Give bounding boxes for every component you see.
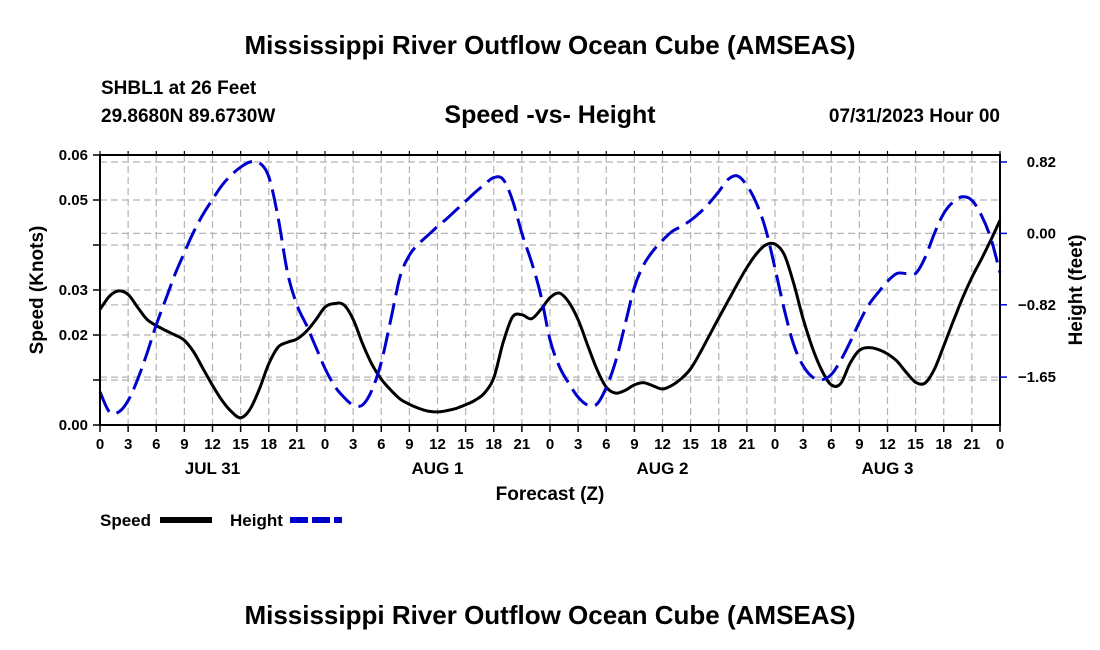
x-tick-label: 9 <box>180 436 188 453</box>
y2-tick-label: 0.00 <box>1027 225 1056 242</box>
x-tick-label: 12 <box>654 436 671 453</box>
coordinates-label: 29.8680N 89.6730W <box>101 106 276 127</box>
x-tick-label: 9 <box>630 436 638 453</box>
y-tick-label: 0.02 <box>59 327 88 344</box>
grid <box>100 154 1000 425</box>
x-tick-label: 21 <box>289 436 306 453</box>
y-tick-label: 0.05 <box>59 192 88 209</box>
y2-tick-label: −0.82 <box>1018 297 1056 314</box>
legend-label-speed: Speed <box>100 511 151 530</box>
y-tick-label: 0.00 <box>59 417 88 434</box>
y-tick-label: 0.03 <box>59 282 88 299</box>
chart-subtitle: Speed -vs- Height <box>444 101 656 129</box>
x-tick-label: 3 <box>799 436 807 453</box>
x-tick-label: 3 <box>349 436 357 453</box>
x-tick-label: 15 <box>682 436 699 453</box>
y-tick-label: 0.06 <box>59 147 88 164</box>
station-label: SHBL1 at 26 Feet <box>101 78 257 99</box>
day-label: AUG 1 <box>412 459 464 478</box>
y2-axis-title: Height (feet) <box>1066 235 1087 346</box>
chart-main-title: Mississippi River Outflow Ocean Cube (AM… <box>244 30 856 60</box>
day-label: AUG 2 <box>637 459 689 478</box>
x-tick-label: 0 <box>321 436 329 453</box>
x-tick-label: 3 <box>124 436 132 453</box>
x-tick-label: 12 <box>204 436 221 453</box>
x-tick-label: 12 <box>429 436 446 453</box>
x-tick-label: 15 <box>457 436 474 453</box>
x-tick-label: 0 <box>96 436 104 453</box>
footer-title: Mississippi River Outflow Ocean Cube (AM… <box>244 600 856 630</box>
x-axis-title: Forecast (Z) <box>496 484 605 505</box>
speed-series-line <box>98 219 1002 420</box>
x-tick-label: 3 <box>574 436 582 453</box>
day-label: JUL 31 <box>185 459 240 478</box>
height-series-line <box>98 159 1002 416</box>
x-tick-label: 12 <box>879 436 896 453</box>
x-tick-label: 6 <box>377 436 385 453</box>
x-tick-label: 15 <box>907 436 924 453</box>
x-tick-label: 6 <box>827 436 835 453</box>
x-tick-label: 0 <box>996 436 1004 453</box>
x-tick-label: 18 <box>710 436 727 453</box>
y2-tick-label: −1.65 <box>1018 369 1056 386</box>
x-tick-label: 18 <box>485 436 502 453</box>
x-tick-label: 21 <box>739 436 756 453</box>
x-tick-label: 9 <box>405 436 413 453</box>
axes: 0 3 6 9 12 15 18 21 0 3 6 9 12 15 18 21 0 3 6 9 12 15 18 21 0 3 6 9… <box>59 147 1056 478</box>
x-tick-label: 6 <box>152 436 160 453</box>
x-tick-label: 21 <box>964 436 981 453</box>
x-tick-label: 18 <box>260 436 277 453</box>
legend: Speed Height <box>100 511 342 530</box>
x-tick-label: 9 <box>855 436 863 453</box>
series-layer <box>98 159 1002 420</box>
y-axis-title: Speed (Knots) <box>27 226 48 355</box>
day-label: AUG 3 <box>862 459 914 478</box>
forecast-datetime: 07/31/2023 Hour 00 <box>828 106 1000 127</box>
legend-label-height: Height <box>230 511 283 530</box>
y2-tick-label: 0.82 <box>1027 154 1056 171</box>
x-tick-label: 6 <box>602 436 610 453</box>
x-tick-label: 15 <box>232 436 249 453</box>
speed-height-chart: 0 3 6 9 12 15 18 21 0 3 6 9 12 15 18 21 0 3 6 9 12 15 18 21 0 3 6 9… <box>27 147 1087 530</box>
x-tick-label: 0 <box>546 436 554 453</box>
x-tick-label: 21 <box>514 436 531 453</box>
x-tick-label: 0 <box>771 436 779 453</box>
x-tick-label: 18 <box>935 436 952 453</box>
